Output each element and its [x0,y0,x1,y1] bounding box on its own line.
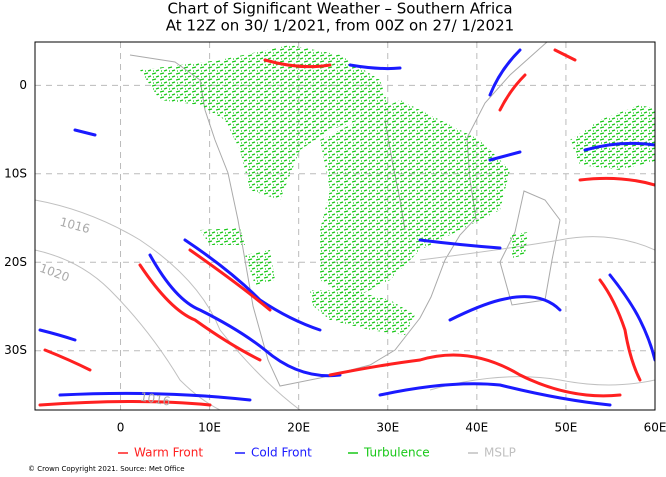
x-tick-label: 20E [287,421,310,435]
cold-front [378,382,612,407]
subtitle: At 12Z on 30/ 1/2021, from 00Z on 27/ 1/… [166,17,514,35]
fronts [38,48,655,407]
legend-label: Turbulence [363,446,430,460]
warm-front [598,278,642,382]
legend-label: Cold Front [251,446,312,460]
cold-front [583,141,655,152]
warm-front [263,58,332,69]
isobars [35,199,655,410]
x-tick-label: 60E [644,421,666,435]
warm-front [43,348,92,372]
warm-front [138,263,262,362]
turbulence-areas [140,45,655,335]
axes: 0 10E 20E 30E 40E 50E 60E 0 10S 20S 30S [4,78,666,435]
legend-label: Warm Front [134,446,203,460]
legend-label: MSLP [484,446,516,460]
turbulence-area [320,100,510,300]
x-tick-label: 30E [376,421,399,435]
warm-front [578,176,655,187]
warm-front [498,73,527,112]
plot-frame [34,41,656,411]
x-tick-label: 10E [198,421,221,435]
cold-front [488,48,522,97]
warm-front [553,48,577,62]
isobar [35,199,301,410]
y-tick-label: 10S [4,166,27,180]
legend: Warm Front Cold Front Turbulence MSLP [118,446,516,460]
cold-front [348,63,402,71]
warm-front [328,353,622,398]
turbulence-area [310,290,415,335]
cold-front [448,295,562,322]
cold-front [418,238,502,250]
x-tick-label: 40E [465,421,488,435]
x-tick-label: 50E [554,421,577,435]
x-tick-label: 0 [117,421,125,435]
y-tick-label: 30S [4,343,27,357]
isobar [429,376,655,391]
turbulence-area [140,45,390,200]
cold-front [58,391,252,402]
cold-front [73,128,97,137]
warm-front [38,400,212,407]
turbulence-area [570,105,655,170]
isobar-label: 1020 [38,261,71,285]
title: Chart of Significant Weather – Southern … [167,0,512,18]
cold-front [38,328,77,342]
footer: © Crown Copyright 2021. Source: Met Offi… [28,465,185,473]
warm-front [188,248,272,312]
y-tick-label: 20S [4,255,27,269]
turbulence-area [200,228,245,245]
isobar [419,236,655,261]
turbulence-area [510,232,528,258]
y-tick-label: 0 [19,78,27,92]
map-layer: 1016 1020 1016 [35,42,655,410]
cold-front [608,273,655,362]
cold-front [488,150,522,162]
isobar-label: 1016 [58,215,91,236]
turbulence-area [245,250,275,285]
cold-front [148,253,342,378]
isobar-label: 1016 [139,390,172,409]
